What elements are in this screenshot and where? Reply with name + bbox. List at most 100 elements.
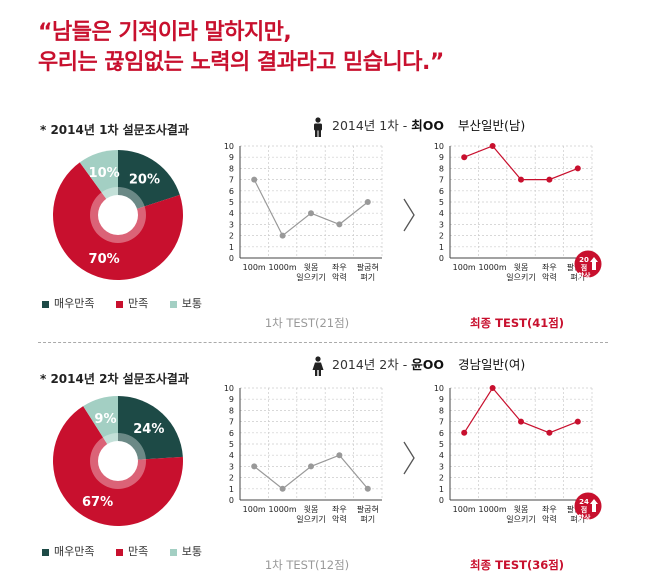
- badge-circle-2: [574, 492, 602, 520]
- x-tick-label: 100m: [243, 505, 266, 514]
- y-tick-label: 0: [439, 254, 444, 263]
- after-caption-1: 최종 TEST(41점): [469, 316, 565, 330]
- survey-title-1: * 2014년 1차 설문조사결과: [40, 123, 189, 137]
- legend-swatch-normal: [169, 548, 177, 556]
- y-tick-label: 10: [224, 384, 234, 393]
- y-tick-label: 2: [439, 232, 444, 241]
- y-tick-label: 1: [229, 485, 234, 494]
- y-tick-label: 2: [439, 474, 444, 483]
- x-tick-label: 윗몸: [514, 263, 529, 272]
- y-tick-label: 7: [439, 176, 444, 185]
- x-tick-label: 팔굽혀: [357, 262, 379, 272]
- person-name-1: 최OO: [411, 118, 444, 133]
- pie-slice-very-satisfied: [118, 150, 180, 215]
- y-tick-label: 2: [229, 232, 234, 241]
- data-point: [308, 463, 314, 470]
- series-line: [253, 454, 369, 490]
- badge-circle-1: [574, 250, 602, 278]
- pie-label-normal: 9%: [94, 412, 116, 427]
- legend-very-satisfied: 매우만족: [42, 295, 94, 311]
- x-tick-label: 1000m: [269, 263, 297, 272]
- legend-satisfied: 만족: [115, 295, 149, 311]
- y-tick-label: 9: [229, 395, 234, 404]
- x-tick-label: 좌우: [542, 263, 557, 272]
- x-tick-label: 악력: [542, 272, 557, 282]
- data-point: [518, 418, 524, 425]
- headline: “남들은 기적이라 말하지만, 우리는 끊임없는 노력의 결과라고 믿습니다.”: [38, 18, 444, 78]
- y-tick-label: 6: [229, 187, 234, 196]
- series-line: [253, 179, 369, 237]
- legend-swatch-normal: [169, 300, 177, 308]
- headline-line-1: “남들은 기적이라 말하지만,: [38, 20, 292, 45]
- chevron-right-icon: [403, 198, 415, 232]
- x-tick-label: 100m: [243, 263, 266, 272]
- legend-very-satisfied: 매우만족: [42, 543, 94, 559]
- improvement-badge-1: 20점 향상: [574, 250, 602, 282]
- legend-label-normal: 보통: [181, 545, 202, 558]
- data-point: [364, 485, 371, 492]
- series-line: [463, 145, 579, 181]
- x-tick-label: 악력: [332, 514, 347, 524]
- legend-swatch-very-satisfied: [42, 300, 49, 308]
- y-tick-label: 8: [439, 406, 444, 415]
- pie-label-satisfied: 70%: [89, 252, 120, 267]
- y-tick-label: 5: [439, 198, 444, 207]
- y-tick-label: 9: [439, 153, 444, 162]
- y-tick-label: 5: [229, 198, 234, 207]
- data-point: [364, 199, 371, 205]
- x-tick-label: 펴기: [570, 272, 585, 282]
- y-tick-label: 3: [229, 462, 234, 471]
- data-point: [546, 429, 553, 436]
- x-tick-label: 1000m: [479, 505, 507, 514]
- person-prefix-1: 2014년 1차 -: [332, 118, 412, 133]
- badge-word-1: 향상: [577, 272, 591, 280]
- x-tick-label: 좌우: [332, 263, 347, 272]
- data-point: [279, 232, 286, 239]
- pie-chart-2: 24% 67% 9%: [53, 396, 183, 526]
- y-tick-label: 10: [434, 142, 444, 151]
- data-point: [518, 176, 524, 183]
- badge-points-2: 24점: [579, 498, 589, 514]
- y-tick-label: 4: [229, 451, 234, 460]
- x-tick-label: 윗몸: [514, 505, 529, 514]
- y-tick-label: 7: [229, 418, 234, 427]
- data-point: [251, 463, 258, 470]
- x-tick-label: 펴기: [570, 514, 585, 524]
- data-point: [489, 143, 496, 149]
- y-tick-label: 4: [229, 209, 234, 218]
- badge-word-2: 향상: [577, 514, 591, 522]
- legend-2: 매우만족 만족 보통: [42, 543, 220, 559]
- x-tick-label: 1000m: [269, 505, 297, 514]
- pie-label-very-satisfied: 20%: [129, 173, 160, 188]
- person-name-2: 윤OO: [411, 357, 444, 372]
- legend-swatch-satisfied: [115, 300, 123, 308]
- data-point: [574, 165, 581, 172]
- y-tick-label: 6: [439, 429, 444, 438]
- x-tick-label: 일으키기: [296, 515, 325, 524]
- y-tick-label: 4: [439, 451, 444, 460]
- improvement-badge-2: 24점 향상: [574, 492, 602, 524]
- male-icon: [314, 116, 322, 137]
- x-tick-label: 좌우: [542, 505, 557, 514]
- x-tick-label: 윗몸: [304, 505, 319, 514]
- y-tick-label: 9: [439, 395, 444, 404]
- y-tick-label: 0: [439, 496, 444, 505]
- pie-slice-very-satisfied: [118, 396, 183, 461]
- data-point: [461, 429, 468, 436]
- y-tick-label: 0: [229, 496, 234, 505]
- y-tick-label: 5: [229, 440, 234, 449]
- legend-label-satisfied: 만족: [127, 297, 149, 310]
- data-point: [279, 485, 286, 492]
- badge-text-1: 20점 향상: [576, 256, 592, 280]
- legend-swatch-satisfied: [115, 548, 123, 556]
- legend-normal: 보통: [169, 543, 202, 559]
- x-tick-label: 100m: [453, 505, 476, 514]
- person-prefix-2: 2014년 2차 -: [332, 357, 412, 372]
- y-tick-label: 10: [434, 384, 444, 393]
- pie-label-normal: 10%: [89, 166, 120, 181]
- y-tick-label: 1: [229, 243, 234, 252]
- x-tick-label: 일으키기: [506, 515, 535, 524]
- y-tick-label: 4: [439, 209, 444, 218]
- data-point: [308, 210, 314, 217]
